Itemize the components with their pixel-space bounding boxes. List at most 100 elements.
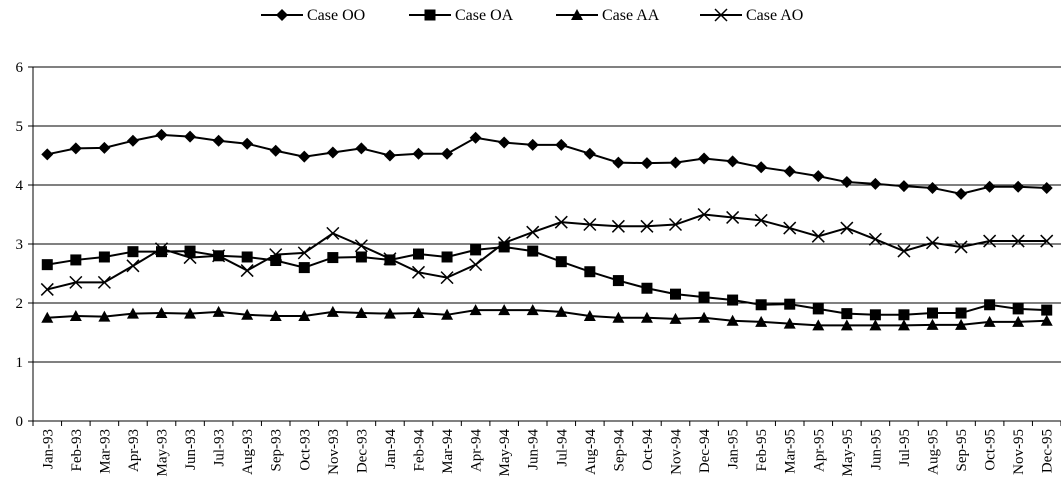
point-case-aa-Aug-93: [241, 308, 254, 320]
x-tick-label-Jul-94: Jul-94: [554, 429, 570, 467]
point-case-ao-Aug-94: [583, 217, 597, 232]
series-case-oo: [41, 128, 1053, 200]
point-case-ao-Nov-95-stroke-b: [1011, 234, 1025, 248]
point-case-aa-Apr-95: [812, 319, 825, 331]
point-case-oa-Jul-94: [555, 256, 567, 268]
point-case-oo-Jul-95: [897, 180, 910, 193]
point-case-aa-Dec-95: [1040, 314, 1053, 326]
point-case-oo-Aug-93: [241, 137, 254, 150]
point-case-ao-Feb-93-stroke-b: [69, 275, 83, 289]
point-case-ao-Jan-94-stroke-b: [383, 252, 397, 266]
point-case-oa-May-93: [156, 246, 167, 258]
y-tick-label-5: 5: [16, 119, 24, 135]
point-case-ao-Jun-95: [868, 232, 882, 246]
point-case-oa-Apr-94: [470, 244, 482, 256]
point-case-oa-Nov-93: [327, 252, 339, 264]
x-tick-label-Oct-95: Oct-95: [983, 429, 999, 471]
x-tick-label-May-93: May-93: [155, 429, 171, 477]
point-case-oa-Jan-93: [41, 259, 53, 271]
x-tick-label-Dec-95: Dec-95: [1040, 429, 1056, 473]
point-case-ao-May-95-stroke-b: [840, 221, 854, 235]
x-tick-label-Oct-93: Oct-93: [297, 429, 313, 471]
point-case-oo-May-95: [840, 176, 853, 189]
point-case-aa-Mar-95: [783, 317, 796, 329]
series-case-oa: [41, 241, 1053, 321]
point-case-ao-Feb-95-stroke-b: [754, 213, 768, 227]
point-case-ao-Apr-95: [811, 229, 825, 243]
point-case-ao-Oct-93-stroke-b: [297, 246, 311, 260]
y-tick-label-2: 2: [16, 296, 24, 312]
series-case-aa: [41, 304, 1053, 331]
chart-legend: Case OO Case OA Case AA Case AO: [261, 7, 803, 24]
x-tick-label-Jun-93: Jun-93: [183, 429, 199, 470]
point-case-ao-Apr-95-stroke-b: [811, 229, 825, 243]
point-case-ao-May-94: [497, 236, 511, 250]
point-case-aa-Aug-95: [926, 318, 939, 330]
legend-item-case-oo: Case OO: [261, 7, 365, 24]
point-case-oo-May-93: [155, 128, 168, 141]
x-tick-label-Jul-93: Jul-93: [212, 429, 228, 467]
point-case-oo-Dec-94: [698, 152, 711, 165]
point-case-ao-May-94-stroke-b: [497, 236, 511, 250]
point-case-ao-Dec-93: [354, 239, 368, 253]
point-case-ao-Apr-93-stroke-b: [126, 259, 140, 273]
point-case-oo-Feb-95: [755, 161, 768, 174]
point-case-aa-Jul-93: [212, 305, 225, 317]
point-case-aa-Oct-94: [640, 311, 653, 323]
point-case-oa-Sep-94: [612, 275, 624, 287]
point-case-ao-Sep-95-stroke-b: [954, 240, 968, 254]
point-case-oo-Jun-93: [184, 130, 197, 143]
x-tick-label-Apr-94: Apr-94: [469, 429, 485, 473]
legend-label-case-ao: Case AO: [746, 7, 803, 24]
point-case-ao-Jun-94: [526, 225, 540, 239]
y-tick-label-3: 3: [16, 237, 24, 253]
point-case-aa-Sep-94: [612, 311, 625, 323]
point-case-oo-Nov-93: [326, 146, 339, 159]
point-case-ao-Aug-93-stroke-b: [240, 264, 254, 278]
point-case-oo-Aug-95: [926, 181, 939, 194]
point-case-aa-Jun-94: [526, 304, 539, 316]
point-case-ao-Sep-94: [611, 219, 625, 233]
y-tick-label-6: 6: [16, 60, 24, 76]
series-case-ao: [40, 207, 1054, 296]
point-case-aa-Oct-93: [298, 309, 311, 321]
line-case-ao: [47, 213, 1047, 291]
x-tick-label-Sep-94: Sep-94: [611, 429, 627, 472]
x-tick-label-Apr-93: Apr-93: [126, 429, 142, 472]
point-case-ao-Dec-94: [697, 207, 711, 222]
point-case-aa-Dec-93: [355, 307, 368, 319]
point-case-ao-Jun-93-stroke-b: [183, 251, 197, 265]
y-tick-label-0: 0: [16, 414, 24, 430]
point-case-ao-Jul-95-stroke-b: [897, 244, 911, 258]
x-tick-label-Jan-94: Jan-94: [383, 429, 399, 469]
point-case-ao-Sep-93-stroke-b: [269, 248, 283, 262]
point-case-oa-Oct-95: [984, 299, 996, 311]
x-tick-label-May-95: May-95: [840, 429, 856, 477]
x-tick-label-Jul-95: Jul-95: [897, 429, 913, 467]
point-case-oa-Oct-93: [298, 262, 310, 274]
point-case-aa-Feb-93: [69, 309, 82, 321]
x-tick-label-Aug-93: Aug-93: [240, 429, 256, 475]
point-case-oo-Sep-93: [269, 144, 282, 157]
point-case-oa-Feb-95: [755, 299, 767, 311]
point-case-aa-Mar-93: [98, 310, 111, 322]
point-case-aa-Oct-95: [983, 315, 996, 327]
point-case-ao-Jun-93: [183, 251, 197, 265]
point-case-ao-Oct-95-stroke-b: [983, 234, 997, 248]
legend-label-case-oo: Case OO: [307, 7, 365, 24]
point-case-ao-Dec-95: [1040, 234, 1054, 248]
legend-marker-case-ao: [714, 8, 728, 22]
point-case-aa-Nov-93: [326, 305, 339, 317]
point-case-ao-Oct-94: [640, 219, 654, 233]
x-tick-label-Jan-95: Jan-95: [726, 429, 742, 469]
point-case-aa-Feb-94: [412, 307, 425, 319]
point-case-ao-Jan-95-stroke-b: [726, 210, 740, 224]
legend-marker-case-oa: [424, 9, 436, 21]
point-case-oo-Jul-93: [212, 134, 225, 147]
point-case-oo-Jan-95: [726, 155, 739, 168]
point-case-aa-Mar-94: [441, 308, 454, 320]
point-case-ao-Feb-94-stroke-b: [411, 265, 426, 279]
point-case-oa-Jun-94: [527, 245, 539, 257]
point-case-ao-Mar-95-stroke-b: [783, 221, 797, 235]
